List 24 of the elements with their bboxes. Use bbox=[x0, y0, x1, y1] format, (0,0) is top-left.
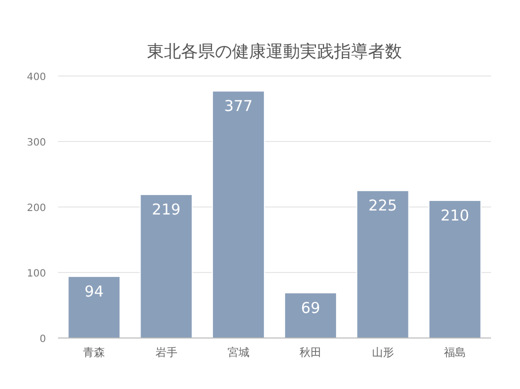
data-label: 377 bbox=[224, 97, 253, 116]
y-tick-label: 300 bbox=[26, 138, 46, 148]
bar bbox=[212, 90, 265, 338]
data-label: 69 bbox=[301, 298, 320, 317]
y-tick-label: 0 bbox=[40, 334, 46, 345]
bar bbox=[428, 200, 482, 338]
data-label: 94 bbox=[84, 282, 104, 300]
bar bbox=[356, 190, 410, 338]
data-label: 210 bbox=[440, 206, 470, 224]
bar bbox=[284, 292, 338, 338]
data-label: 225 bbox=[368, 196, 398, 215]
x-tick-label: 青森 bbox=[83, 346, 106, 359]
y-tick-label: 400 bbox=[26, 72, 46, 83]
x-tick-label: 秋田 bbox=[300, 346, 322, 359]
bar bbox=[140, 194, 193, 338]
data-label: 219 bbox=[152, 200, 181, 219]
y-tick-label: 200 bbox=[26, 203, 46, 214]
x-tick-label: 岩手 bbox=[155, 346, 178, 359]
x-tick-label: 福島 bbox=[444, 346, 466, 359]
x-tick-label: 山形 bbox=[372, 346, 394, 359]
x-tick-label: 宮城 bbox=[227, 346, 250, 359]
bar bbox=[68, 276, 121, 338]
chart-title: 東北各県の健康運動実践指導者数 bbox=[147, 42, 402, 62]
y-tick-label: 100 bbox=[26, 268, 46, 280]
